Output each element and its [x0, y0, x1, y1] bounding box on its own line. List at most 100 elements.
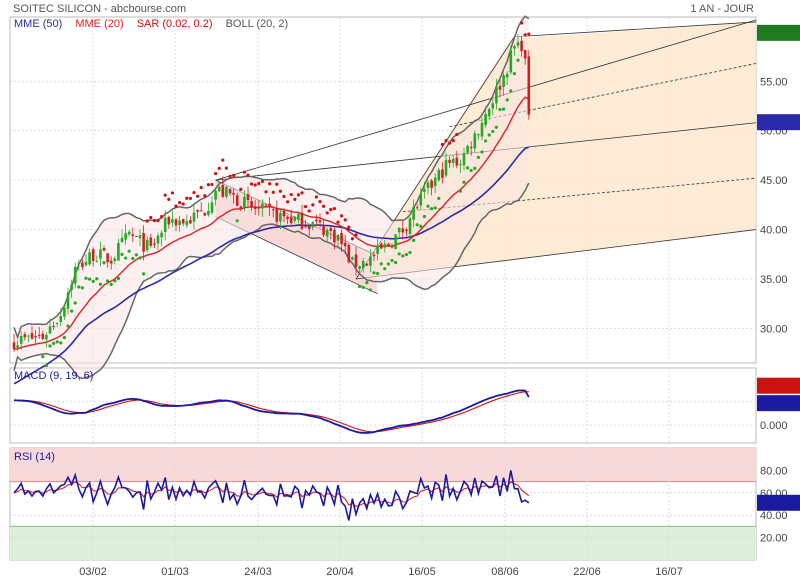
candle-body — [415, 207, 419, 209]
legend-mme50: MME (50) — [14, 18, 63, 30]
candle-body — [41, 333, 45, 339]
sar-dot — [174, 204, 178, 208]
sar-dot — [300, 191, 304, 195]
candle-body — [520, 40, 523, 52]
fan-line-top — [215, 19, 757, 181]
sar-dot — [512, 72, 517, 76]
candle-body — [390, 246, 394, 248]
sar-dot — [336, 220, 340, 224]
candle-body — [253, 206, 257, 210]
sar-dot — [246, 173, 250, 177]
sar-dot — [350, 237, 354, 241]
sar-dot — [203, 194, 207, 198]
candle-body — [318, 220, 322, 223]
last-price-badge-bg — [757, 24, 800, 41]
sar-dot — [286, 200, 290, 204]
candle-body — [214, 190, 217, 200]
candle-body — [405, 229, 408, 232]
candle-body — [426, 182, 430, 189]
sar-dot — [221, 158, 225, 162]
sar-dot — [181, 202, 185, 206]
sar-dot — [361, 285, 365, 290]
sar-dot — [476, 155, 480, 160]
sar-dot — [170, 191, 174, 195]
sar-dot — [473, 166, 477, 170]
sar-dot — [124, 256, 128, 260]
sar-dot — [278, 189, 282, 193]
candle-body — [466, 145, 469, 153]
candle-body — [275, 207, 279, 222]
sar-dot — [271, 190, 275, 194]
candle-body — [174, 219, 178, 226]
candle-body — [412, 206, 415, 220]
sar-dot — [462, 180, 466, 184]
sar-dot — [199, 185, 203, 190]
sar-dot — [386, 262, 390, 266]
candle-body — [423, 189, 426, 192]
candle-body — [480, 122, 484, 137]
candle-body — [462, 153, 466, 166]
sar-dot — [340, 214, 344, 218]
candle-body — [513, 46, 516, 49]
candle-body — [109, 260, 113, 264]
candle-body — [117, 243, 120, 261]
candle-body — [232, 192, 235, 195]
sar-dot — [426, 204, 430, 208]
macd-tick-label: 0.000 — [760, 420, 788, 432]
sar-dot — [138, 256, 142, 260]
candle-body — [243, 196, 246, 208]
macd-value-badge-bg — [757, 395, 800, 412]
sar-dot — [502, 107, 506, 111]
sar-dot — [242, 170, 246, 174]
sar-dot — [70, 309, 74, 313]
candle-body — [297, 213, 300, 220]
x-tick-label: 01/03 — [161, 566, 189, 578]
sar-dot — [444, 138, 448, 143]
sar-dot — [383, 267, 387, 271]
sar-dot — [314, 195, 318, 199]
candle-body — [498, 85, 502, 90]
candle-body — [73, 266, 77, 284]
sar-dot — [455, 132, 459, 137]
candle-body — [66, 292, 70, 309]
candle-body — [257, 207, 261, 209]
rsi-oversold-zone — [10, 526, 756, 560]
sar-dot — [311, 203, 315, 207]
candle-body — [156, 235, 160, 244]
sar-dot — [296, 193, 300, 197]
sar-dot — [113, 279, 117, 283]
candle-body — [358, 266, 361, 269]
sar-dot — [188, 196, 192, 201]
sar-dot — [206, 183, 210, 187]
x-tick-label: 03/02 — [79, 566, 107, 578]
rsi-title: RSI (14) — [14, 451, 55, 463]
candle-body — [250, 200, 253, 207]
sar-dot — [325, 211, 329, 215]
sar-dot — [264, 190, 268, 194]
candle-body — [153, 243, 156, 245]
candle-body — [315, 219, 318, 222]
candle-body — [221, 185, 225, 197]
candle-body — [279, 213, 282, 222]
sar-dot — [120, 252, 124, 256]
sar-dot — [397, 252, 401, 256]
candle-body — [145, 239, 149, 251]
sar-dot — [401, 254, 405, 258]
sar-dot — [437, 196, 441, 200]
candle-body — [138, 235, 142, 239]
fan-dotted-low — [402, 177, 757, 213]
sar-dot — [239, 187, 243, 191]
sar-dot — [224, 166, 228, 170]
candle-body — [196, 209, 199, 212]
price-tick-label: 40.00 — [760, 225, 788, 237]
sar-dot — [192, 190, 196, 195]
sar-dot — [214, 171, 218, 176]
sar-dot — [422, 214, 426, 219]
candle-body — [171, 219, 174, 223]
candle-body — [300, 212, 304, 229]
candle-body — [135, 235, 138, 237]
candle-body — [329, 227, 333, 232]
mme50-line — [13, 146, 530, 385]
candle-body — [365, 263, 369, 266]
candle-body — [160, 232, 163, 238]
